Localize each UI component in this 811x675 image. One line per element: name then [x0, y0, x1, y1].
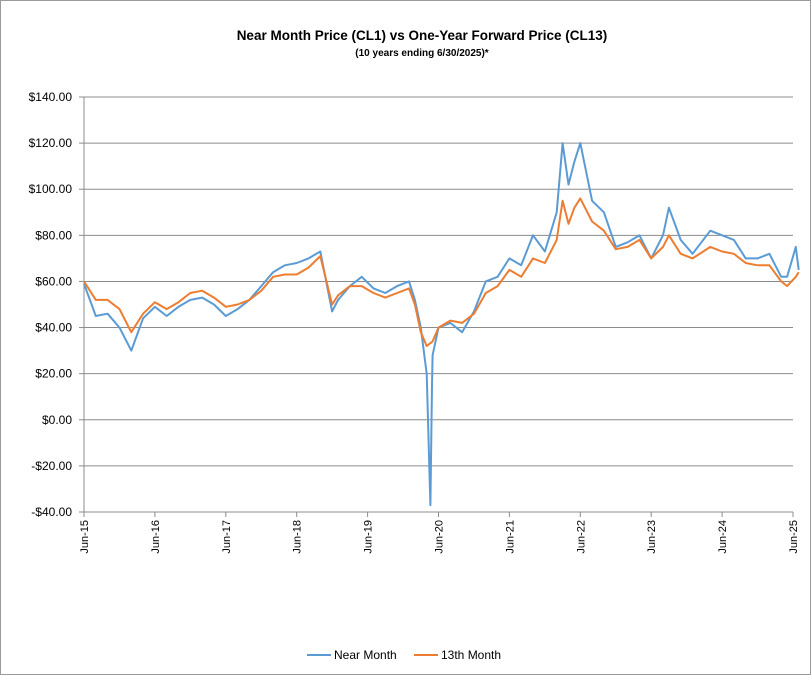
- x-tick-label: Jun-24: [717, 520, 729, 554]
- series-lines: [83, 142, 800, 507]
- x-tick-label: Jun-16: [150, 520, 162, 554]
- x-tick-label: Jun-19: [363, 520, 375, 554]
- x-tick-label: Jun-25: [788, 520, 800, 554]
- y-tick-label: $40.00: [35, 321, 72, 335]
- y-axis-ticks: $140.00 $120.00 $100.00 $80.00 $60.00 $40.00 $…: [29, 90, 84, 519]
- x-tick-label: Jun-22: [575, 520, 587, 554]
- gridlines: [83, 96, 793, 513]
- series-line-near-month: [83, 142, 800, 507]
- x-tick-label: Jun-17: [221, 520, 233, 554]
- legend-label: 13th Month: [441, 648, 501, 662]
- y-tick-label: $120.00: [29, 136, 73, 150]
- series-line-13th-month: [83, 197, 800, 347]
- y-tick-label: $140.00: [29, 90, 73, 104]
- x-tick-label: Jun-20: [434, 520, 446, 554]
- y-tick-label: $0.00: [42, 413, 72, 427]
- y-tick-label: $20.00: [35, 367, 72, 381]
- y-tick-label: $80.00: [35, 228, 72, 242]
- x-tick-label: Jun-21: [504, 520, 516, 554]
- y-tick-label: $60.00: [35, 274, 72, 288]
- legend: Near Month 13th Month: [307, 648, 501, 662]
- x-tick-label: Jun-15: [79, 520, 91, 554]
- legend-label: Near Month: [334, 648, 397, 662]
- y-tick-label: -$20.00: [31, 459, 72, 473]
- y-tick-label: $100.00: [29, 182, 73, 196]
- y-tick-label: -$40.00: [31, 505, 72, 519]
- x-tick-label: Jun-18: [292, 520, 304, 554]
- x-axis-ticks: Jun-15 Jun-16 Jun-17 Jun-18 Jun-19 Jun-20 Jun-…: [79, 512, 800, 554]
- chart-title: Near Month Price (CL1) vs One-Year Forwa…: [237, 28, 608, 43]
- x-tick-label: Jun-23: [646, 520, 658, 554]
- chart-subtitle: (10 years ending 6/30/2025)*: [355, 48, 489, 59]
